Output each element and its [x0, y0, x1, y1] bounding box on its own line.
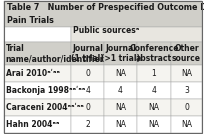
Text: 1: 1 — [152, 69, 156, 78]
Text: 4: 4 — [118, 86, 123, 95]
Bar — [104, 82, 137, 99]
Bar — [71, 27, 202, 42]
Bar — [71, 65, 104, 82]
Text: Pain Trials: Pain Trials — [7, 16, 53, 25]
Text: Journal
(1 trial): Journal (1 trial) — [71, 44, 104, 63]
Bar — [171, 42, 202, 65]
Bar — [4, 42, 71, 65]
Bar — [4, 1, 202, 27]
Bar — [137, 99, 171, 116]
Bar — [104, 116, 137, 133]
Text: Trial
name/author/identifier: Trial name/author/identifier — [6, 44, 104, 63]
Bar — [137, 82, 171, 99]
Bar — [104, 65, 137, 82]
Bar — [4, 116, 71, 133]
Text: NA: NA — [115, 120, 126, 129]
Text: Backonja 1998ᵃᵃʹᵃᵃ: Backonja 1998ᵃᵃʹᵃᵃ — [6, 86, 85, 95]
Text: Other
source: Other source — [172, 44, 201, 63]
Text: Caraceni 2004ᵃᵃʹᵃᵃ: Caraceni 2004ᵃᵃʹᵃᵃ — [6, 103, 83, 112]
Bar — [171, 82, 202, 99]
Bar — [4, 99, 71, 116]
Text: 3: 3 — [184, 86, 189, 95]
Bar — [4, 82, 71, 99]
Bar — [171, 99, 202, 116]
Text: 4: 4 — [152, 86, 156, 95]
Text: 4: 4 — [85, 86, 90, 95]
Bar — [104, 99, 137, 116]
Text: 0: 0 — [184, 103, 189, 112]
Text: NA: NA — [181, 120, 192, 129]
Text: NA: NA — [149, 120, 160, 129]
Bar — [71, 42, 104, 65]
Bar — [171, 65, 202, 82]
Bar — [71, 99, 104, 116]
Text: 2: 2 — [85, 120, 90, 129]
Bar — [71, 82, 104, 99]
Text: NA: NA — [115, 69, 126, 78]
Text: Arai 2010ᵃʹᵃᵃ: Arai 2010ᵃʹᵃᵃ — [6, 69, 60, 78]
Bar — [4, 65, 71, 82]
Text: Table 7   Number of Prespecified Outcome Domains in Each: Table 7 Number of Prespecified Outcome D… — [7, 3, 204, 12]
Text: Journal
(>1 trial): Journal (>1 trial) — [101, 44, 140, 63]
Bar — [104, 42, 137, 65]
Text: NA: NA — [115, 103, 126, 112]
Bar — [171, 116, 202, 133]
Text: NA: NA — [181, 69, 192, 78]
Text: Public sourcesᵃ: Public sourcesᵃ — [73, 26, 140, 35]
Bar — [4, 27, 71, 42]
Text: 0: 0 — [85, 103, 90, 112]
Bar — [137, 116, 171, 133]
Text: NA: NA — [149, 103, 160, 112]
Bar — [137, 42, 171, 65]
Bar — [71, 116, 104, 133]
Text: Conference
abstract: Conference abstract — [129, 44, 179, 63]
Bar — [137, 65, 171, 82]
Text: Hahn 2004ᵃᵃ: Hahn 2004ᵃᵃ — [6, 120, 59, 129]
Text: 0: 0 — [85, 69, 90, 78]
